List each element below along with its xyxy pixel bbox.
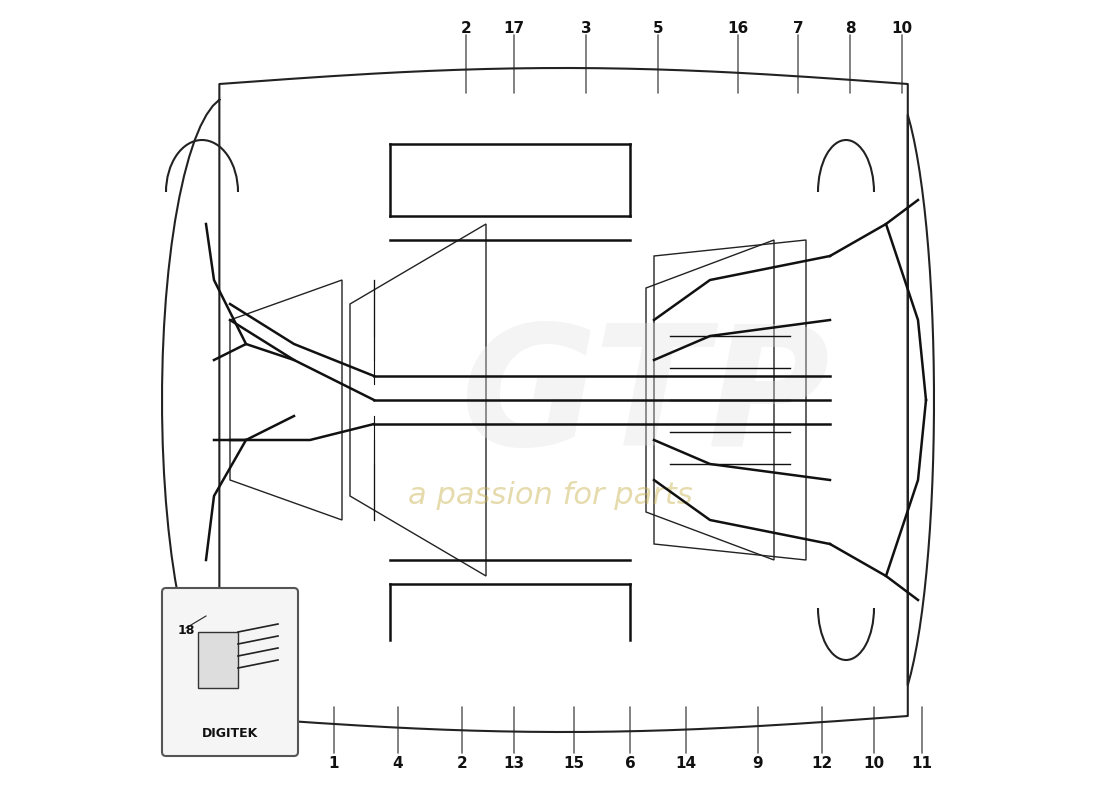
Text: 10: 10: [891, 21, 913, 36]
Bar: [198, 632, 238, 688]
Text: 4: 4: [393, 756, 404, 771]
Text: a passion for parts: a passion for parts: [408, 482, 692, 510]
Text: DIGITEK: DIGITEK: [202, 727, 258, 740]
Text: 14: 14: [675, 756, 696, 771]
Text: 7: 7: [793, 21, 803, 36]
Text: 16: 16: [727, 21, 749, 36]
Text: 11: 11: [912, 756, 933, 771]
Text: 8: 8: [845, 21, 856, 36]
Text: 9: 9: [752, 756, 763, 771]
Text: 5: 5: [652, 21, 663, 36]
Text: 17: 17: [504, 21, 525, 36]
Text: 2: 2: [461, 21, 472, 36]
Text: 12: 12: [812, 756, 833, 771]
Text: GTP: GTP: [461, 318, 830, 482]
Text: 10: 10: [864, 756, 884, 771]
Text: 3: 3: [581, 21, 592, 36]
Text: 6: 6: [625, 756, 636, 771]
Text: 2: 2: [456, 756, 468, 771]
Text: 18: 18: [178, 624, 196, 637]
Text: 15: 15: [563, 756, 584, 771]
Text: 13: 13: [504, 756, 525, 771]
Text: 1: 1: [329, 756, 339, 771]
FancyBboxPatch shape: [162, 588, 298, 756]
